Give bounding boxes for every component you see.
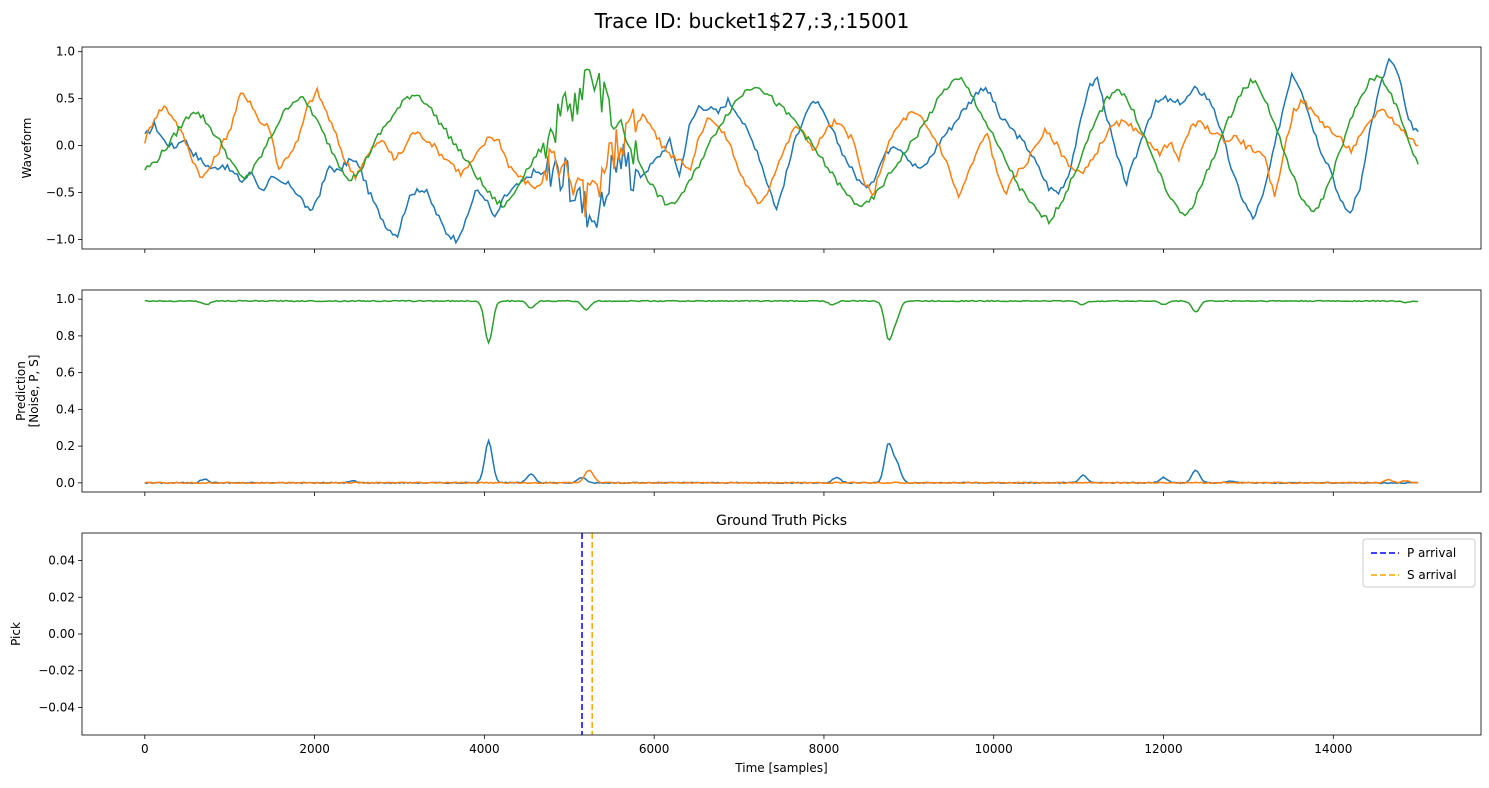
y-tick-label: 1.0 [56, 45, 75, 59]
plot-area [581, 533, 593, 735]
series-line [144, 299, 1419, 346]
series-line [144, 469, 1419, 485]
axes-frame [81, 46, 1482, 250]
panel-waveform: −1.0 −0.5 0.0 0.5 1.0 Waveform [20, 45, 1482, 253]
y-tick-label: 0.8 [56, 329, 75, 343]
y-tick-label: 0.02 [48, 590, 75, 604]
legend: P arrival S arrival [1362, 538, 1476, 588]
y-tick-label: 0.00 [48, 627, 75, 641]
plot-area [144, 57, 1419, 245]
y-tick-label: 0.2 [56, 439, 75, 453]
figure-title: Trace ID: bucket1$27,:3,:15001 [594, 9, 910, 33]
series-line [144, 438, 1419, 485]
y-tick-label: 0.5 [56, 92, 75, 106]
x-tick-label: 4000 [469, 742, 500, 756]
panel-prediction: 0.0 0.2 0.4 0.6 0.8 1.0 Prediction[Noise, P, S… [14, 289, 1482, 496]
y-tick-label: 0.6 [56, 366, 75, 380]
axes-frame [81, 289, 1482, 493]
x-axis-label: Time [samples] [734, 761, 827, 775]
y-tick-label: 0.04 [48, 554, 75, 568]
y-axis-label: Pick [9, 622, 23, 646]
series-line [144, 68, 1419, 226]
x-tick-label: 2000 [299, 742, 330, 756]
legend-label: P arrival [1407, 546, 1456, 560]
y-axis-label: Waveform [20, 118, 34, 179]
plot-area [144, 299, 1419, 485]
axes-title: Ground Truth Picks [716, 513, 847, 529]
x-tick-label: 6000 [639, 742, 670, 756]
y-tick-label: 0.0 [56, 476, 75, 490]
y-tick-label: 1.0 [56, 292, 75, 306]
y-tick-label: −0.02 [38, 664, 75, 678]
y-tick-label: −1.0 [46, 233, 75, 247]
axes-frame [81, 532, 1482, 736]
x-tick-label: 12000 [1144, 742, 1182, 756]
panel-picks: −0.04 −0.02 0.00 0.02 0.04 0 2000 4000 6000 8000 1… [9, 513, 1482, 775]
x-tick-label: 10000 [975, 742, 1013, 756]
y-tick-label: −0.04 [38, 700, 75, 714]
y-tick-label: 0.4 [56, 402, 75, 416]
legend-label: S arrival [1407, 568, 1457, 582]
y-tick-label: 0.0 [56, 139, 75, 153]
y-axis-label: Prediction[Noise, P, S] [14, 355, 41, 428]
x-tick-label: 14000 [1314, 742, 1352, 756]
x-tick-label: 8000 [809, 742, 840, 756]
x-tick-label: 0 [141, 742, 149, 756]
y-tick-label: −0.5 [46, 186, 75, 200]
series-line [144, 57, 1419, 245]
